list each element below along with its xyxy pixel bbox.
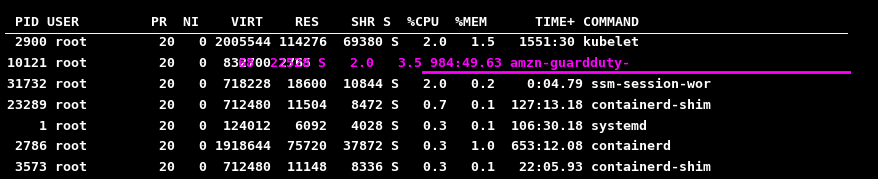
Text: 3573 root         20   0  712480  11148   8336 S   0.3   0.1   22:05.93 containe: 3573 root 20 0 712480 11148 8336 S 0.3 0…	[7, 161, 709, 174]
Text: 1 root         20   0  124012   6092   4028 S   0.3   0.1  106:30.18 systemd: 1 root 20 0 124012 6092 4028 S 0.3 0.1 1…	[7, 120, 646, 132]
Text: 68  22528 S   2.0   3.5 984:49.63 amzn-guardduty-: 68 22528 S 2.0 3.5 984:49.63 amzn-guardd…	[238, 57, 630, 70]
Text: 2900 root         20   0 2005544 114276  69380 S   2.0   1.5   1551:30 kubelet: 2900 root 20 0 2005544 114276 69380 S 2.…	[7, 36, 638, 49]
Text: 2786 root         20   0 1918644  75720  37872 S   0.3   1.0  653:12.08 containe: 2786 root 20 0 1918644 75720 37872 S 0.3…	[7, 140, 670, 153]
Text: 10121 root         20   0  832700 2765: 10121 root 20 0 832700 2765	[7, 57, 310, 70]
Text: PID USER         PR  NI    VIRT    RES    SHR S  %CPU  %MEM      TIME+ COMMAND: PID USER PR NI VIRT RES SHR S %CPU %MEM …	[7, 16, 638, 28]
Text: 23289 root         20   0  712480  11504   8472 S   0.7   0.1  127:13.18 contain: 23289 root 20 0 712480 11504 8472 S 0.7 …	[7, 99, 709, 112]
Text: 31732 root         20   0  718228  18600  10844 S   2.0   0.2    0:04.79 ssm-ses: 31732 root 20 0 718228 18600 10844 S 2.0…	[7, 78, 709, 91]
